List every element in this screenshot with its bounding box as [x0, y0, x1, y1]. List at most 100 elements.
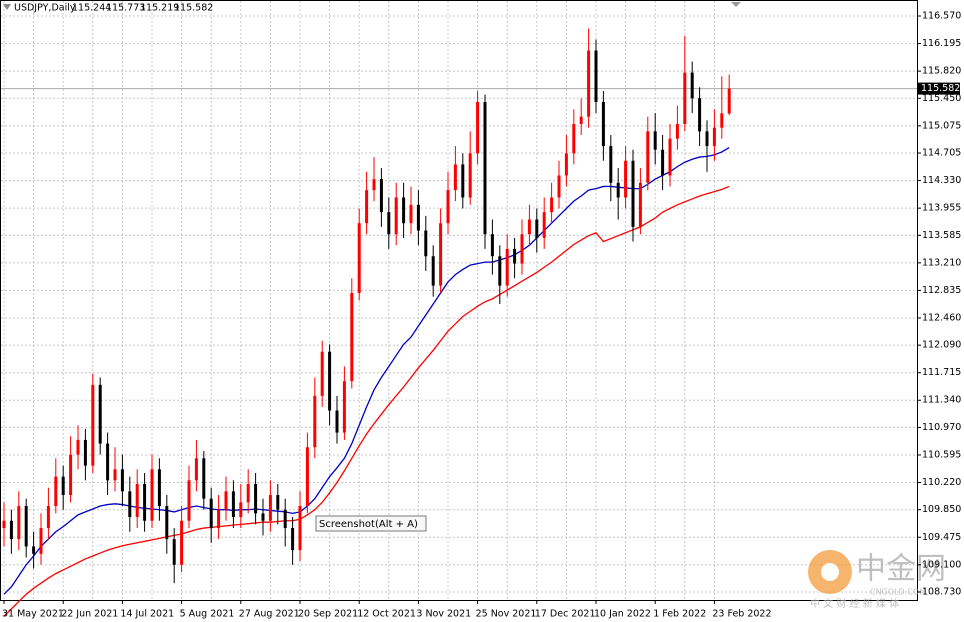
- candle-body: [172, 539, 176, 565]
- x-tick-label: 27 Aug 2021: [239, 609, 300, 620]
- y-tick-label: 109.475: [922, 532, 961, 543]
- x-tick-label: 3 Nov 2021: [416, 609, 471, 620]
- candle-body: [542, 212, 546, 238]
- candle-body: [564, 153, 568, 176]
- x-tick-label: 14 Jul 2021: [120, 609, 174, 620]
- candle-body: [416, 204, 420, 231]
- y-tick-label: 112.460: [922, 312, 961, 323]
- candle-body: [601, 101, 605, 147]
- candle-body: [305, 447, 309, 507]
- candle-body: [646, 131, 650, 183]
- candle-body: [572, 124, 576, 154]
- candle-body: [46, 506, 50, 529]
- candle-body: [453, 164, 457, 191]
- y-tick-label: 111.340: [922, 395, 961, 406]
- y-tick-label: 112.835: [922, 285, 961, 296]
- candle-body: [194, 458, 198, 481]
- y-tick-label: 116.570: [922, 11, 961, 22]
- candle-body: [668, 138, 672, 176]
- candle-body: [328, 351, 332, 411]
- candle-body: [372, 179, 376, 191]
- x-tick-label: 23 Feb 2022: [712, 609, 771, 620]
- candle-body: [335, 410, 339, 433]
- candle-body: [616, 182, 620, 198]
- candle-body: [594, 50, 598, 102]
- shift-marker: [731, 2, 741, 7]
- candle-body: [476, 101, 480, 154]
- candle-body: [291, 528, 295, 551]
- candle-body: [379, 179, 383, 213]
- candle-body: [461, 164, 465, 198]
- tooltip: Screenshot(Alt + A): [319, 519, 418, 530]
- candle-body: [165, 506, 169, 540]
- candle-body: [527, 219, 531, 235]
- x-tick-label: 20 Sep 2021: [298, 609, 358, 620]
- candle-body: [609, 146, 613, 183]
- y-tick-label: 109.850: [922, 504, 961, 515]
- candle-body: [54, 476, 58, 507]
- candle-body: [106, 443, 110, 481]
- candle-body: [298, 506, 302, 551]
- x-tick-label: 1 Feb 2022: [653, 609, 706, 620]
- candle-body: [520, 234, 524, 264]
- candle-body: [143, 483, 147, 521]
- candle-body: [557, 175, 561, 198]
- candle-body: [9, 520, 13, 540]
- x-tick-label: 22 Jun 2021: [61, 609, 118, 620]
- menu-icon: [3, 4, 11, 10]
- y-tick-label: 110.970: [922, 422, 961, 433]
- candle-body: [675, 124, 679, 139]
- candle-body: [224, 491, 228, 510]
- candle-body: [246, 483, 250, 503]
- candle-body: [276, 495, 280, 510]
- candle-body: [69, 454, 73, 496]
- candle-body: [683, 72, 687, 125]
- candle-body: [150, 469, 154, 521]
- candle-body: [32, 546, 36, 554]
- y-tick-label: 110.595: [922, 449, 961, 460]
- header-symbol: USDJPY,Daily: [14, 3, 76, 14]
- candle-body: [342, 381, 346, 433]
- candle-body: [631, 160, 635, 227]
- watermark-brand: 中金网: [856, 552, 946, 587]
- candle-body: [483, 101, 487, 235]
- candle-body: [513, 248, 517, 264]
- candle-body: [387, 212, 391, 235]
- y-tick-label: 114.705: [922, 148, 961, 159]
- candle-body: [505, 248, 509, 286]
- candle-body: [113, 469, 117, 481]
- candle-body: [157, 469, 161, 507]
- candle-body: [365, 190, 369, 224]
- candle-body: [439, 223, 443, 286]
- x-tick-label: 25 Nov 2021: [476, 609, 537, 620]
- y-tick-label: 111.715: [922, 367, 961, 378]
- candle-body: [76, 439, 80, 455]
- candle-body: [350, 292, 354, 382]
- candle-body: [231, 491, 235, 518]
- candle-body: [135, 483, 139, 518]
- header-low: 115.219: [140, 3, 179, 14]
- candle-body: [2, 520, 6, 529]
- x-tick-label: 5 Aug 2021: [180, 609, 235, 620]
- candle-body: [120, 469, 124, 492]
- y-tick-label: 113.585: [922, 230, 961, 241]
- candle-body: [202, 458, 206, 499]
- price-label: 115.582: [921, 83, 960, 94]
- candle-body: [283, 509, 287, 529]
- candle-body: [217, 509, 221, 529]
- header-close: 115.582: [174, 3, 213, 14]
- candle-body: [128, 491, 132, 518]
- candle-body: [690, 72, 694, 99]
- logo-inner: [821, 563, 839, 581]
- y-tick-label: 116.195: [922, 38, 961, 49]
- candle-body: [187, 480, 191, 521]
- y-tick-label: 113.210: [922, 257, 961, 268]
- candle-body: [468, 153, 472, 198]
- candle-body: [180, 520, 184, 565]
- candle-body: [24, 506, 28, 547]
- candle-body: [313, 395, 317, 448]
- candle-body: [424, 230, 428, 257]
- y-tick-label: 114.330: [922, 175, 961, 186]
- x-tick-label: 17 Dec 2021: [535, 609, 596, 620]
